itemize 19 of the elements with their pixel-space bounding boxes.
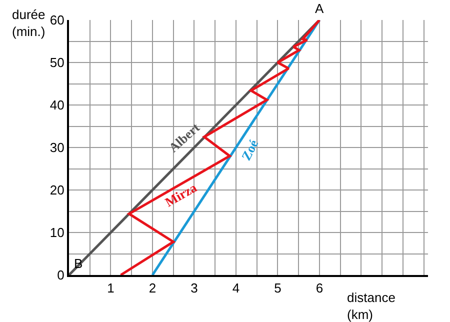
y-tick-label: 50 [50,55,64,70]
x-tick-label: 1 [107,280,114,296]
x-tick-label: 5 [274,280,282,296]
y-tick-label: 10 [50,225,64,240]
y-axis-title: durée (min.) [12,7,46,39]
x-axis-title: distance (km) [347,290,396,322]
y-tick-label: 30 [50,140,64,156]
y-tick-label: 0 [57,268,64,283]
annotation: A [315,1,324,16]
text: Zoé [238,137,262,163]
y-tick-label: 40 [50,98,64,113]
x-tick-label: 3 [190,280,198,296]
text: Mirza [162,180,200,210]
x-tick-label: 2 [148,280,156,296]
x-tick-label: 6 [316,280,324,296]
line-series [120,20,321,275]
y-tick-label: 20 [50,182,64,198]
x-tick-label: 4 [232,280,240,296]
y-tick-label: 60 [50,12,64,28]
